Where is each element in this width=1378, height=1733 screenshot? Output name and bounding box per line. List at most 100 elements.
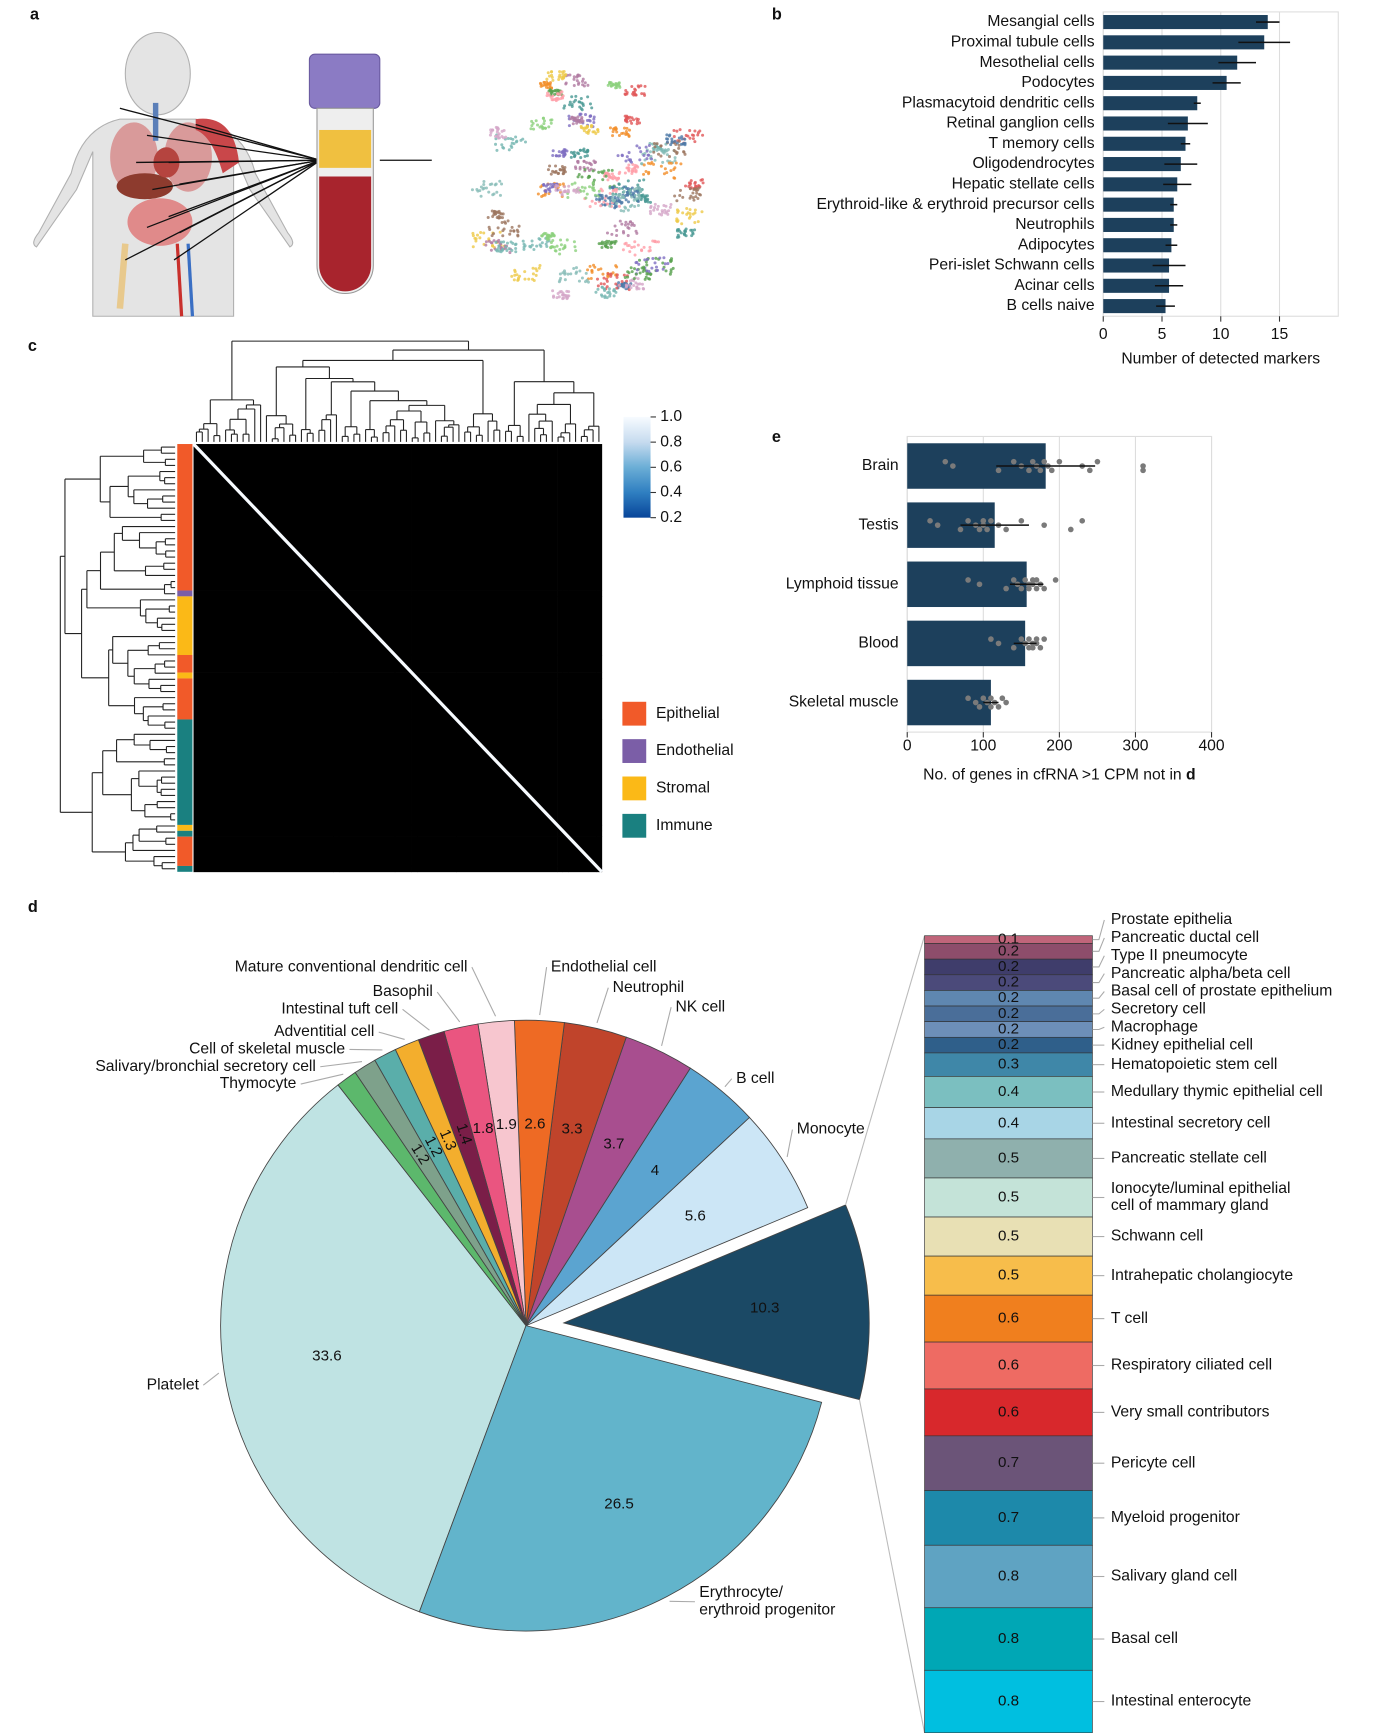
umap-point bbox=[671, 266, 675, 270]
x-tick-label: 200 bbox=[1046, 737, 1072, 754]
legend-swatch bbox=[622, 776, 647, 801]
legend-label: Immune bbox=[656, 817, 713, 834]
umap-point bbox=[487, 237, 491, 241]
umap-point bbox=[571, 122, 575, 126]
umap-point bbox=[484, 243, 488, 247]
data-point bbox=[1079, 517, 1086, 524]
heatmap-cell bbox=[333, 672, 340, 679]
heatmap-cell bbox=[596, 719, 603, 826]
umap-point bbox=[643, 93, 647, 97]
umap-point bbox=[635, 122, 639, 126]
umap-point bbox=[546, 183, 550, 187]
heatmap-cell bbox=[338, 590, 396, 597]
umap-point bbox=[579, 156, 583, 160]
umap-point bbox=[622, 126, 627, 130]
umap-point bbox=[614, 282, 618, 286]
x-tick-label: 100 bbox=[970, 737, 996, 754]
umap-point bbox=[548, 190, 552, 194]
umap-point bbox=[490, 241, 494, 245]
umap-point bbox=[642, 268, 647, 272]
umap-point bbox=[653, 206, 657, 210]
umap-point bbox=[592, 263, 596, 267]
y-tick-label: Skeletal muscle bbox=[789, 694, 899, 711]
umap-point bbox=[672, 148, 676, 152]
umap-point bbox=[628, 283, 632, 287]
umap-point bbox=[651, 256, 655, 261]
umap-point bbox=[622, 273, 626, 277]
umap-point bbox=[672, 135, 676, 139]
heatmap-cell bbox=[456, 824, 558, 832]
legend-label: Stromal bbox=[656, 780, 710, 797]
umap-point bbox=[504, 135, 508, 139]
umap-point bbox=[479, 185, 483, 189]
umap-point bbox=[599, 242, 603, 246]
breakdown-value: 0.8 bbox=[998, 1693, 1019, 1710]
heatmap-cell bbox=[417, 719, 457, 826]
heatmap-cell bbox=[456, 596, 558, 656]
umap-point bbox=[647, 153, 651, 157]
umap-point bbox=[605, 231, 609, 235]
umap-point bbox=[555, 88, 559, 92]
heatmap-cell bbox=[333, 824, 340, 832]
umap-point bbox=[668, 133, 672, 137]
heatmap-cell bbox=[596, 654, 603, 673]
umap-point bbox=[585, 192, 589, 196]
organ-link bbox=[125, 159, 321, 261]
heatmap-cell bbox=[557, 444, 563, 591]
data-point bbox=[972, 699, 979, 706]
umap-point bbox=[620, 154, 624, 158]
umap-point bbox=[579, 97, 583, 101]
umap-point bbox=[558, 248, 562, 252]
heatmap-cell bbox=[568, 865, 597, 873]
umap-point bbox=[640, 92, 644, 96]
heatmap-cell bbox=[596, 678, 603, 720]
umap-point bbox=[632, 118, 636, 122]
umap-point bbox=[688, 136, 692, 140]
umap-point bbox=[648, 209, 652, 213]
breakdown-value: 0.2 bbox=[998, 974, 1019, 991]
umap-point bbox=[615, 228, 619, 232]
umap-point bbox=[588, 205, 592, 209]
umap-point bbox=[598, 193, 602, 197]
heatmap-cell bbox=[411, 865, 418, 873]
umap-point bbox=[601, 171, 605, 175]
umap-point bbox=[634, 281, 638, 285]
umap-point bbox=[573, 154, 577, 158]
umap-point bbox=[521, 137, 525, 141]
group-strip bbox=[177, 865, 193, 872]
umap-point bbox=[689, 194, 693, 198]
breakdown-value: 0.4 bbox=[998, 1114, 1019, 1131]
heatmap-cell bbox=[193, 678, 334, 720]
umap-point bbox=[606, 245, 610, 249]
umap-point bbox=[546, 86, 550, 90]
umap-point bbox=[649, 212, 653, 216]
heatmap-cell bbox=[562, 590, 569, 597]
leader-line bbox=[786, 1129, 793, 1158]
umap-point bbox=[532, 248, 536, 252]
y-tick-label: Oligodendrocytes bbox=[972, 155, 1094, 172]
umap-point bbox=[546, 233, 550, 237]
umap-point bbox=[602, 282, 606, 286]
heatmap-cell bbox=[338, 654, 396, 673]
leader-line bbox=[1092, 1026, 1105, 1031]
umap-point bbox=[576, 186, 580, 190]
umap-point bbox=[624, 241, 628, 245]
heatmap-cell bbox=[417, 824, 457, 832]
bar bbox=[1103, 75, 1227, 90]
umap-point bbox=[607, 287, 611, 291]
umap-point bbox=[616, 154, 620, 158]
breakdown-value: 0.5 bbox=[998, 1189, 1019, 1206]
umap-point bbox=[660, 213, 664, 217]
umap-point bbox=[627, 243, 631, 247]
category-label: Intestinal tuft cell bbox=[281, 1000, 398, 1017]
umap-point bbox=[494, 142, 498, 146]
umap-point bbox=[580, 116, 584, 120]
umap-point bbox=[582, 84, 586, 88]
heatmap-cell bbox=[193, 596, 334, 656]
umap-point bbox=[603, 287, 607, 291]
umap-point bbox=[665, 210, 669, 214]
umap-point bbox=[583, 167, 587, 171]
umap-point bbox=[624, 220, 628, 224]
umap-point bbox=[648, 150, 652, 154]
umap-point bbox=[497, 136, 501, 140]
